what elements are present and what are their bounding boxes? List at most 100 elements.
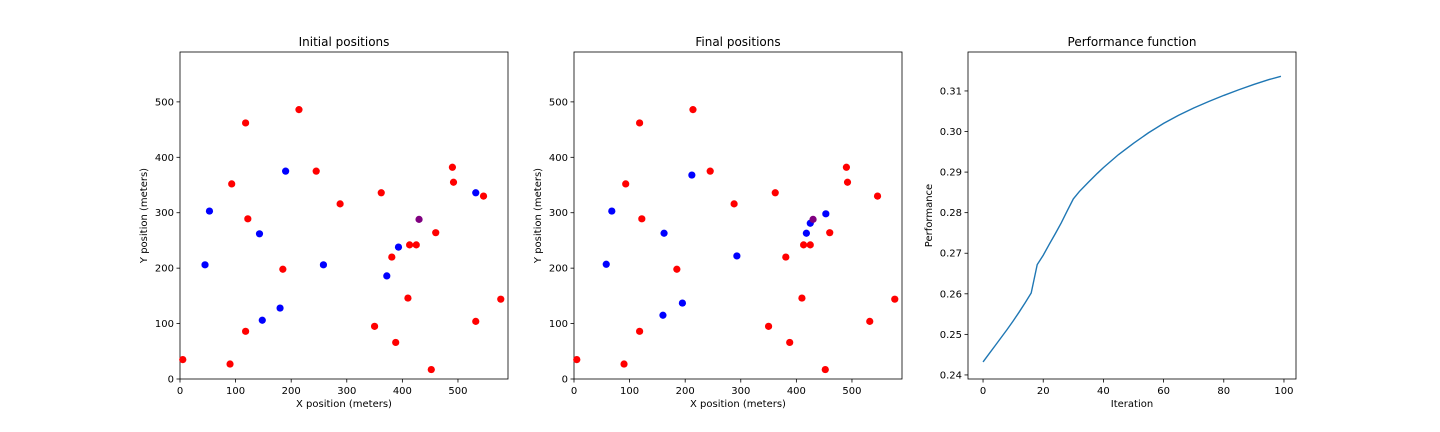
y-tick-label: 100 bbox=[549, 319, 568, 330]
scatter-point bbox=[406, 241, 414, 249]
scatter-point bbox=[432, 229, 440, 237]
scatter-point bbox=[802, 229, 810, 237]
scatter-point bbox=[228, 180, 236, 188]
y-tick-label: 400 bbox=[155, 153, 174, 164]
y-axis-label: Y position (meters) bbox=[533, 168, 544, 264]
scatter-point bbox=[733, 252, 741, 260]
scatter-point bbox=[782, 253, 790, 261]
x-tick-label: 40 bbox=[1097, 386, 1110, 397]
x-tick-label: 0 bbox=[571, 386, 577, 397]
scatter-point bbox=[412, 241, 420, 249]
x-tick-label: 300 bbox=[731, 386, 750, 397]
scatter-point bbox=[602, 260, 610, 268]
scatter-point bbox=[821, 365, 829, 374]
scatter-point bbox=[336, 200, 344, 208]
y-tick-label: 300 bbox=[549, 208, 568, 219]
x-tick-label: 100 bbox=[1274, 386, 1293, 397]
y-tick-label: 0.30 bbox=[940, 127, 962, 138]
chart-panel-3: 0 20 40 60 80 100 0.24 0.25 0.26 0.27 0.28 0.29 0.30… bbox=[924, 35, 1297, 410]
x-tick-label: 400 bbox=[393, 386, 412, 397]
scatter-point bbox=[497, 295, 505, 303]
scatter-point bbox=[826, 229, 834, 237]
y-tick-label: 0.29 bbox=[940, 168, 962, 179]
scatter-point bbox=[798, 294, 806, 302]
x-tick-label: 500 bbox=[842, 386, 861, 397]
scatter-point bbox=[806, 241, 814, 249]
scatter-point bbox=[689, 106, 697, 114]
y-tick-label: 500 bbox=[549, 97, 568, 108]
x-tick-label: 0 bbox=[980, 386, 986, 397]
scatter-point bbox=[866, 317, 874, 325]
x-tick-label: 80 bbox=[1217, 386, 1230, 397]
scatter-point bbox=[479, 192, 488, 200]
scatter-point bbox=[636, 119, 644, 127]
y-tick-label: 0.24 bbox=[940, 370, 962, 381]
plot-area bbox=[179, 51, 509, 380]
scatter-point bbox=[636, 327, 644, 335]
scatter-point bbox=[659, 311, 667, 319]
x-tick-label: 0 bbox=[177, 386, 183, 397]
x-tick-label: 300 bbox=[337, 386, 356, 397]
y-tick-label: 400 bbox=[549, 153, 568, 164]
scatter-point bbox=[201, 261, 209, 269]
scatter-point bbox=[688, 171, 696, 179]
x-tick-label: 200 bbox=[282, 386, 301, 397]
scatter-point bbox=[660, 229, 668, 237]
scatter-point bbox=[730, 200, 738, 208]
chart-panel-2: 0 100 200 300 400 500 0 100 200 300 400 500 Final po… bbox=[533, 35, 903, 410]
scatter-point bbox=[205, 207, 214, 215]
scatter-point bbox=[242, 327, 250, 335]
scatter-point bbox=[312, 167, 320, 175]
x-tick-label: 60 bbox=[1157, 386, 1170, 397]
scatter-point bbox=[448, 163, 457, 171]
y-axis-label: Y position (meters) bbox=[139, 168, 150, 264]
plot-area bbox=[573, 51, 903, 380]
scatter-point bbox=[706, 167, 714, 175]
scatter-point bbox=[764, 322, 773, 330]
y-tick-label: 200 bbox=[549, 264, 568, 275]
y-tick-label: 0.31 bbox=[940, 86, 962, 97]
chart-title: Final positions bbox=[695, 35, 780, 49]
scatter-point bbox=[573, 356, 581, 364]
y-tick-label: 0.27 bbox=[940, 249, 962, 260]
scatter-point bbox=[392, 338, 400, 347]
x-axis-label: X position (meters) bbox=[690, 399, 786, 410]
y-tick-label: 500 bbox=[155, 97, 174, 108]
scatter-point bbox=[449, 178, 458, 186]
chart-title: Performance function bbox=[1068, 35, 1197, 49]
y-tick-label: 0.25 bbox=[940, 330, 962, 341]
scatter-point bbox=[319, 261, 328, 269]
scatter-point bbox=[822, 210, 830, 218]
x-tick-label: 500 bbox=[448, 386, 467, 397]
plot-area bbox=[967, 51, 1297, 380]
scatter-point bbox=[279, 265, 287, 273]
scatter-point bbox=[608, 207, 616, 215]
scatter-point bbox=[255, 230, 264, 238]
scatter-point bbox=[179, 356, 187, 364]
scatter-point bbox=[282, 167, 290, 175]
y-tick-label: 0 bbox=[562, 375, 568, 386]
y-tick-label: 0 bbox=[168, 375, 174, 386]
series-line bbox=[982, 75, 1282, 363]
x-tick-label: 20 bbox=[1037, 386, 1050, 397]
scatter-point bbox=[891, 295, 899, 303]
x-tick-label: 400 bbox=[787, 386, 806, 397]
y-axis-label: Performance bbox=[924, 184, 935, 247]
x-tick-label: 200 bbox=[676, 386, 695, 397]
scatter-point bbox=[415, 215, 423, 223]
x-tick-label: 100 bbox=[226, 386, 245, 397]
scatter-point bbox=[244, 215, 252, 223]
scatter-point bbox=[472, 189, 480, 197]
y-tick-label: 0.26 bbox=[940, 289, 962, 300]
scatter-point bbox=[800, 241, 808, 249]
scatter-point bbox=[427, 365, 435, 374]
scatter-point bbox=[388, 253, 396, 261]
chart-title: Initial positions bbox=[299, 35, 390, 49]
y-tick-label: 200 bbox=[155, 264, 174, 275]
y-tick-label: 100 bbox=[155, 319, 174, 330]
scatter-point bbox=[472, 317, 480, 325]
scatter-point bbox=[622, 180, 630, 188]
scatter-point bbox=[673, 265, 681, 273]
scatter-point bbox=[226, 360, 234, 368]
scatter-point bbox=[786, 338, 794, 347]
